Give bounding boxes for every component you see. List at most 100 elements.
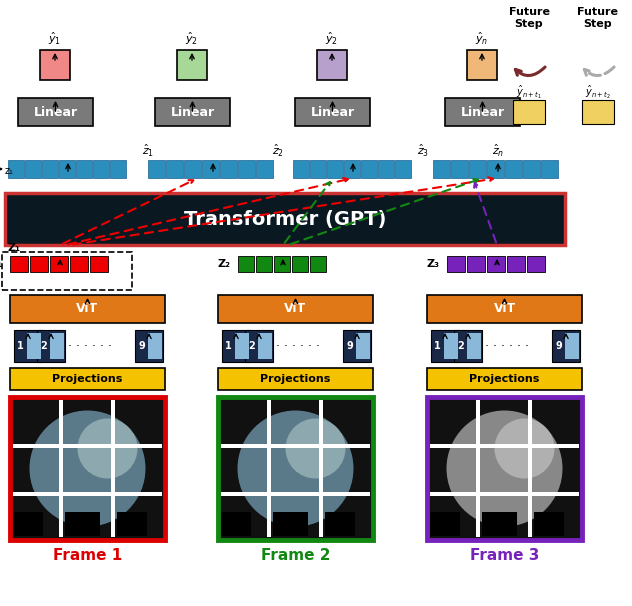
Bar — [76, 160, 92, 178]
Text: · · · · · ·: · · · · · · — [68, 339, 112, 353]
Bar — [155, 98, 230, 126]
Bar — [325, 512, 355, 536]
Bar — [148, 333, 162, 359]
Bar — [582, 100, 614, 124]
Bar — [135, 330, 163, 362]
Bar — [433, 160, 450, 178]
Bar — [256, 256, 272, 272]
Bar — [552, 330, 580, 362]
Text: $\hat{z}_3$: $\hat{z}_3$ — [417, 143, 429, 159]
Text: 2: 2 — [40, 341, 47, 351]
Text: Z₃: Z₃ — [427, 259, 439, 269]
Bar — [528, 400, 532, 537]
Text: Linear: Linear — [171, 105, 214, 119]
Bar — [218, 368, 373, 390]
Bar — [451, 160, 468, 178]
Bar — [293, 160, 309, 178]
Bar — [245, 330, 273, 362]
Circle shape — [494, 419, 554, 479]
Bar — [427, 368, 582, 390]
Text: · · · · · ·: · · · · · · — [276, 339, 320, 353]
Bar — [18, 98, 93, 126]
Bar — [273, 512, 308, 536]
Bar — [184, 160, 201, 178]
Circle shape — [78, 419, 138, 479]
Bar — [447, 256, 465, 272]
Bar — [238, 256, 254, 272]
Text: Frame 3: Frame 3 — [470, 548, 539, 564]
Bar — [395, 160, 411, 178]
Circle shape — [286, 419, 346, 479]
Bar — [2, 252, 132, 290]
Bar — [487, 256, 505, 272]
Bar — [13, 444, 162, 448]
Bar — [317, 50, 347, 80]
Bar — [111, 400, 115, 537]
Bar — [166, 160, 183, 178]
Text: · · · · · ·: · · · · · · — [485, 339, 529, 353]
Bar — [445, 98, 520, 126]
Text: z₁: z₁ — [5, 166, 14, 176]
Text: $\hat{y}_1$: $\hat{y}_1$ — [49, 31, 61, 47]
Bar — [218, 397, 373, 540]
Bar — [25, 160, 41, 178]
Bar — [378, 160, 394, 178]
Text: Future: Future — [509, 7, 549, 17]
Text: Step: Step — [584, 19, 612, 29]
Bar — [148, 160, 165, 178]
Text: Linear: Linear — [461, 105, 504, 119]
Text: Projections: Projections — [52, 374, 123, 384]
Bar — [476, 400, 480, 537]
Bar — [5, 193, 565, 245]
Bar — [430, 444, 579, 448]
Bar — [534, 512, 564, 536]
Text: Projections: Projections — [470, 374, 540, 384]
Text: Linear: Linear — [310, 105, 355, 119]
Bar — [513, 100, 545, 124]
Bar — [177, 50, 207, 80]
Bar — [310, 256, 326, 272]
Bar — [467, 50, 497, 80]
Text: Frame 1: Frame 1 — [53, 548, 122, 564]
Bar — [482, 512, 517, 536]
Bar — [59, 160, 75, 178]
Bar — [343, 330, 371, 362]
Bar — [65, 512, 100, 536]
Text: $\hat{y}_{n+t_1}$: $\hat{y}_{n+t_1}$ — [516, 84, 542, 101]
Text: Projections: Projections — [260, 374, 331, 384]
Bar — [238, 160, 255, 178]
Text: $\hat{y}_2$: $\hat{y}_2$ — [325, 31, 339, 47]
Text: $\hat{y}_2$: $\hat{y}_2$ — [185, 31, 198, 47]
Bar — [527, 256, 545, 272]
Bar — [292, 256, 308, 272]
Bar — [220, 160, 237, 178]
Bar — [427, 295, 582, 323]
Bar — [469, 160, 486, 178]
Circle shape — [238, 410, 353, 527]
Bar — [202, 160, 219, 178]
Bar — [13, 492, 162, 496]
Bar — [37, 330, 65, 362]
Bar — [444, 333, 458, 359]
Text: ViT: ViT — [76, 302, 99, 316]
Text: 9: 9 — [138, 341, 145, 351]
Bar — [27, 333, 41, 359]
Bar — [110, 160, 126, 178]
Bar — [8, 160, 24, 178]
Bar — [235, 333, 249, 359]
Bar — [59, 400, 63, 537]
Bar — [10, 295, 165, 323]
Bar — [430, 512, 460, 536]
Text: $\hat{y}_{n+t_2}$: $\hat{y}_{n+t_2}$ — [585, 84, 611, 101]
Bar — [467, 256, 485, 272]
Bar — [70, 256, 88, 272]
Bar — [430, 492, 579, 496]
Bar — [40, 50, 70, 80]
Bar — [90, 256, 108, 272]
Text: 1: 1 — [225, 341, 232, 351]
Circle shape — [30, 410, 145, 527]
Bar — [258, 333, 272, 359]
Bar — [505, 160, 522, 178]
Bar — [274, 256, 290, 272]
Text: Frame 2: Frame 2 — [261, 548, 331, 564]
